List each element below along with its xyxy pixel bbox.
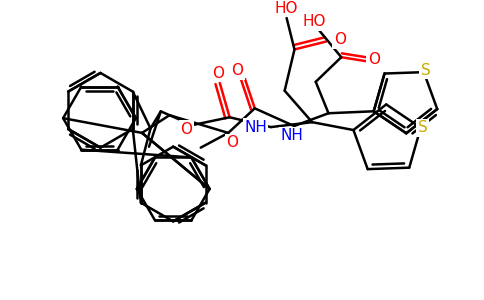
Text: HO: HO — [303, 14, 327, 29]
Text: S: S — [421, 63, 431, 78]
Text: O: O — [368, 52, 380, 67]
Text: O: O — [181, 122, 192, 136]
Text: O: O — [226, 135, 238, 150]
Text: O: O — [212, 65, 224, 80]
Text: O: O — [231, 64, 243, 79]
Text: NH: NH — [281, 128, 303, 143]
Text: HO: HO — [275, 1, 298, 16]
Text: O: O — [334, 32, 346, 47]
Text: S: S — [418, 120, 427, 135]
Text: NH: NH — [244, 120, 267, 135]
